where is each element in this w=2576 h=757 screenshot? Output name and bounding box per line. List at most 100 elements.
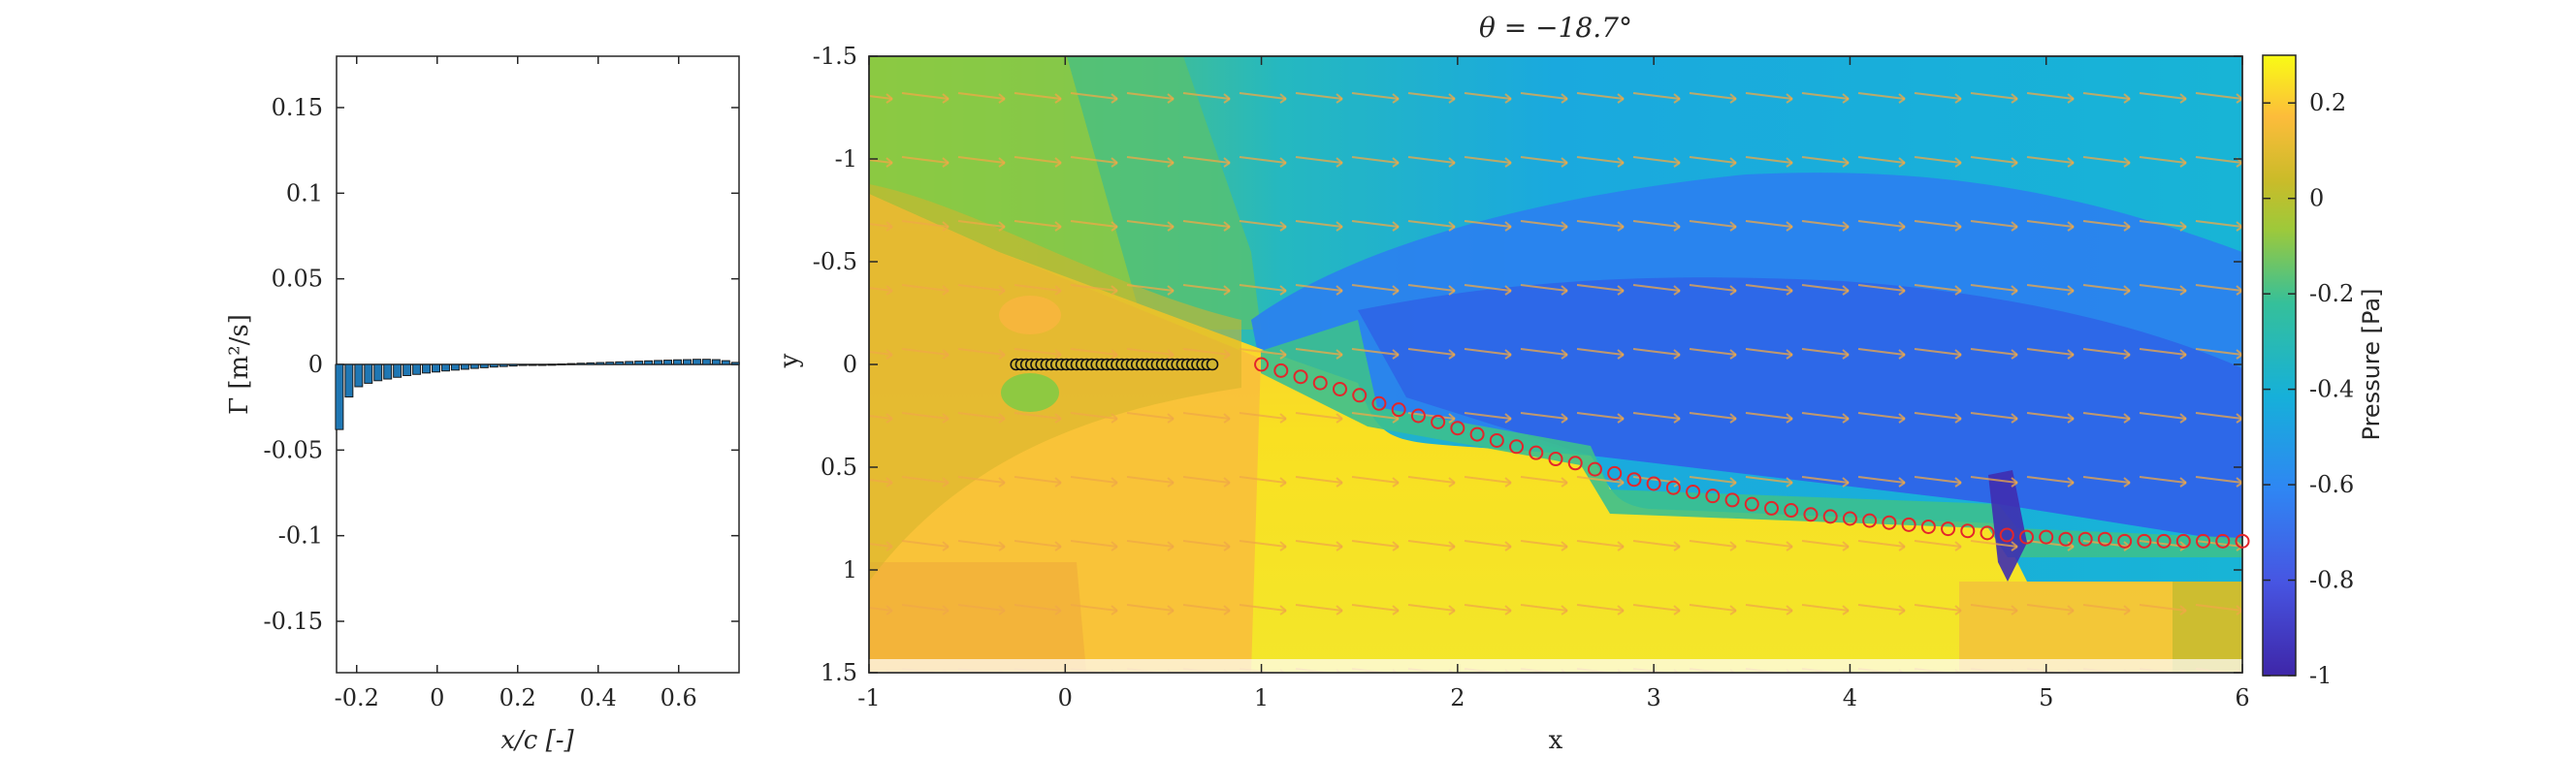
x-tick-label: 6 xyxy=(2235,684,2249,711)
contour-title: θ = −18.7° xyxy=(1479,12,1632,44)
colorbar-ticks: 0.2 0 -0.2 -0.4 -0.6 -0.8 -1 xyxy=(2263,89,2354,689)
airfoil-points xyxy=(1010,358,1219,371)
x-tick-label: 0.2 xyxy=(499,684,536,711)
colorbar-tick-label: 0.2 xyxy=(2309,89,2346,116)
wake-point xyxy=(1293,369,1308,385)
wake-point xyxy=(1254,357,1270,372)
bar xyxy=(557,363,566,365)
bar xyxy=(682,359,692,365)
contour-field xyxy=(869,56,2242,673)
contour-x-axis-label: x xyxy=(1549,726,1563,755)
wake-point xyxy=(1882,515,1897,530)
bar xyxy=(508,363,518,367)
wake-point xyxy=(1548,452,1563,467)
wake-point xyxy=(1764,500,1780,516)
colorbar-gradient xyxy=(2262,54,2297,677)
wake-points xyxy=(1254,357,2250,549)
bar xyxy=(673,359,682,365)
bar xyxy=(701,359,711,365)
x-tick-label: 0 xyxy=(430,684,444,711)
x-tick-label: 0.6 xyxy=(660,684,697,711)
bar xyxy=(364,363,373,384)
bottom-strip xyxy=(869,659,2242,673)
wake-point xyxy=(2039,529,2054,545)
y-tick-label: -0.5 xyxy=(813,248,857,275)
bar xyxy=(344,363,354,398)
bar xyxy=(634,361,644,365)
wake-point xyxy=(1529,445,1544,460)
bar xyxy=(479,363,489,368)
y-tick-label: -1.5 xyxy=(813,43,857,70)
y-tick-label: -0.1 xyxy=(278,522,323,550)
circulation-bar-chart: -0.15 -0.1 -0.05 0 0.05 0.1 0.15 -0.2 0 0.2 0.4 0.… xyxy=(225,55,740,755)
wake-point xyxy=(1803,507,1819,522)
bar xyxy=(586,362,596,365)
wake-point xyxy=(2117,533,2133,549)
colorbar-tick-label: -0.4 xyxy=(2309,376,2354,403)
airfoil-point xyxy=(1206,358,1219,371)
bar xyxy=(393,363,402,378)
y-tick-label: 0.5 xyxy=(821,454,857,481)
bar xyxy=(576,363,586,365)
wake-point xyxy=(1352,388,1368,403)
bar-y-ticks: -0.15 -0.1 -0.05 0 0.05 0.1 0.15 xyxy=(263,94,739,635)
wake-point xyxy=(1391,402,1406,418)
colorbar-label: Pressure [Pa] xyxy=(2358,289,2385,441)
x-tick-label: 0 xyxy=(1058,684,1073,711)
wake-point xyxy=(1665,480,1681,495)
y-tick-label: 0.15 xyxy=(272,94,323,121)
y-tick-label: -0.15 xyxy=(263,608,323,635)
bar-x-ticks: -0.2 0 0.2 0.4 0.6 xyxy=(335,56,697,711)
y-tick-label: 0.1 xyxy=(286,179,323,206)
y-tick-label: -0.05 xyxy=(263,436,323,463)
x-tick-label: -1 xyxy=(857,684,880,711)
wake-point xyxy=(1509,439,1525,455)
colorbar-tick-label: -0.8 xyxy=(2309,567,2354,594)
bar xyxy=(499,363,508,367)
velocity-quiver xyxy=(869,56,2242,673)
bar xyxy=(469,363,479,369)
bar xyxy=(605,362,615,365)
bar xyxy=(489,363,499,368)
wake-point xyxy=(1607,465,1623,481)
wake-point xyxy=(1371,395,1387,411)
x-tick-label: 5 xyxy=(2039,684,2053,711)
colorbar-tick-label: -0.6 xyxy=(2309,471,2354,498)
wake-point xyxy=(2175,533,2191,549)
bar xyxy=(625,361,634,365)
bar xyxy=(654,360,663,365)
wake-point xyxy=(1960,523,1976,539)
wake-point xyxy=(1901,517,1916,532)
colorbar: 0.2 0 -0.2 -0.4 -0.6 -0.8 -1 Pressure [Pa] xyxy=(2262,54,2385,689)
y-tick-label: 1.5 xyxy=(821,659,857,686)
bar xyxy=(432,363,440,373)
bar xyxy=(721,360,730,365)
wake-point xyxy=(1567,456,1583,471)
wake-point xyxy=(2156,533,2172,549)
y-tick-label: 1 xyxy=(843,556,857,584)
wake-point xyxy=(1646,476,1661,491)
wake-point xyxy=(1705,489,1721,504)
wake-point xyxy=(2235,533,2250,549)
y-tick-label: 0 xyxy=(308,351,323,378)
wake-point xyxy=(2137,533,2152,549)
bar xyxy=(422,363,432,374)
bar-series xyxy=(335,359,740,430)
y-tick-label: 0 xyxy=(843,351,857,378)
wake-point xyxy=(1724,492,1740,508)
wake-point xyxy=(1784,503,1799,519)
pressure-contour-chart: -1 0 1 2 3 4 5 6 -1.5-1-0.500.511.5 θ = −18.7° … xyxy=(775,12,2250,755)
colorbar-tick-label: -0.2 xyxy=(2309,280,2354,307)
wake-point xyxy=(2018,529,2034,545)
wake-point xyxy=(1862,513,1878,528)
colorbar-tick-label: 0 xyxy=(2309,185,2324,212)
wake-point xyxy=(1489,432,1504,448)
bar xyxy=(566,363,576,365)
x-tick-label: 1 xyxy=(1254,684,1269,711)
bar xyxy=(615,361,625,365)
wake-point xyxy=(1920,519,1936,534)
wake-point xyxy=(1686,484,1701,499)
wake-point xyxy=(1431,414,1446,429)
bar xyxy=(644,360,654,365)
bar xyxy=(440,363,450,372)
